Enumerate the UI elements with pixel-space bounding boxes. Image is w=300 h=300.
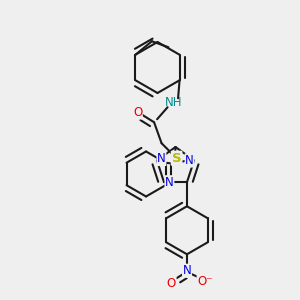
Text: NH: NH	[165, 96, 182, 109]
Text: O⁻: O⁻	[197, 275, 213, 288]
Text: N: N	[185, 154, 194, 167]
Text: N: N	[157, 152, 166, 166]
Text: O: O	[133, 106, 142, 119]
Text: S: S	[172, 152, 182, 165]
Text: N: N	[183, 264, 191, 277]
Text: N: N	[165, 176, 174, 189]
Text: O: O	[167, 277, 176, 290]
